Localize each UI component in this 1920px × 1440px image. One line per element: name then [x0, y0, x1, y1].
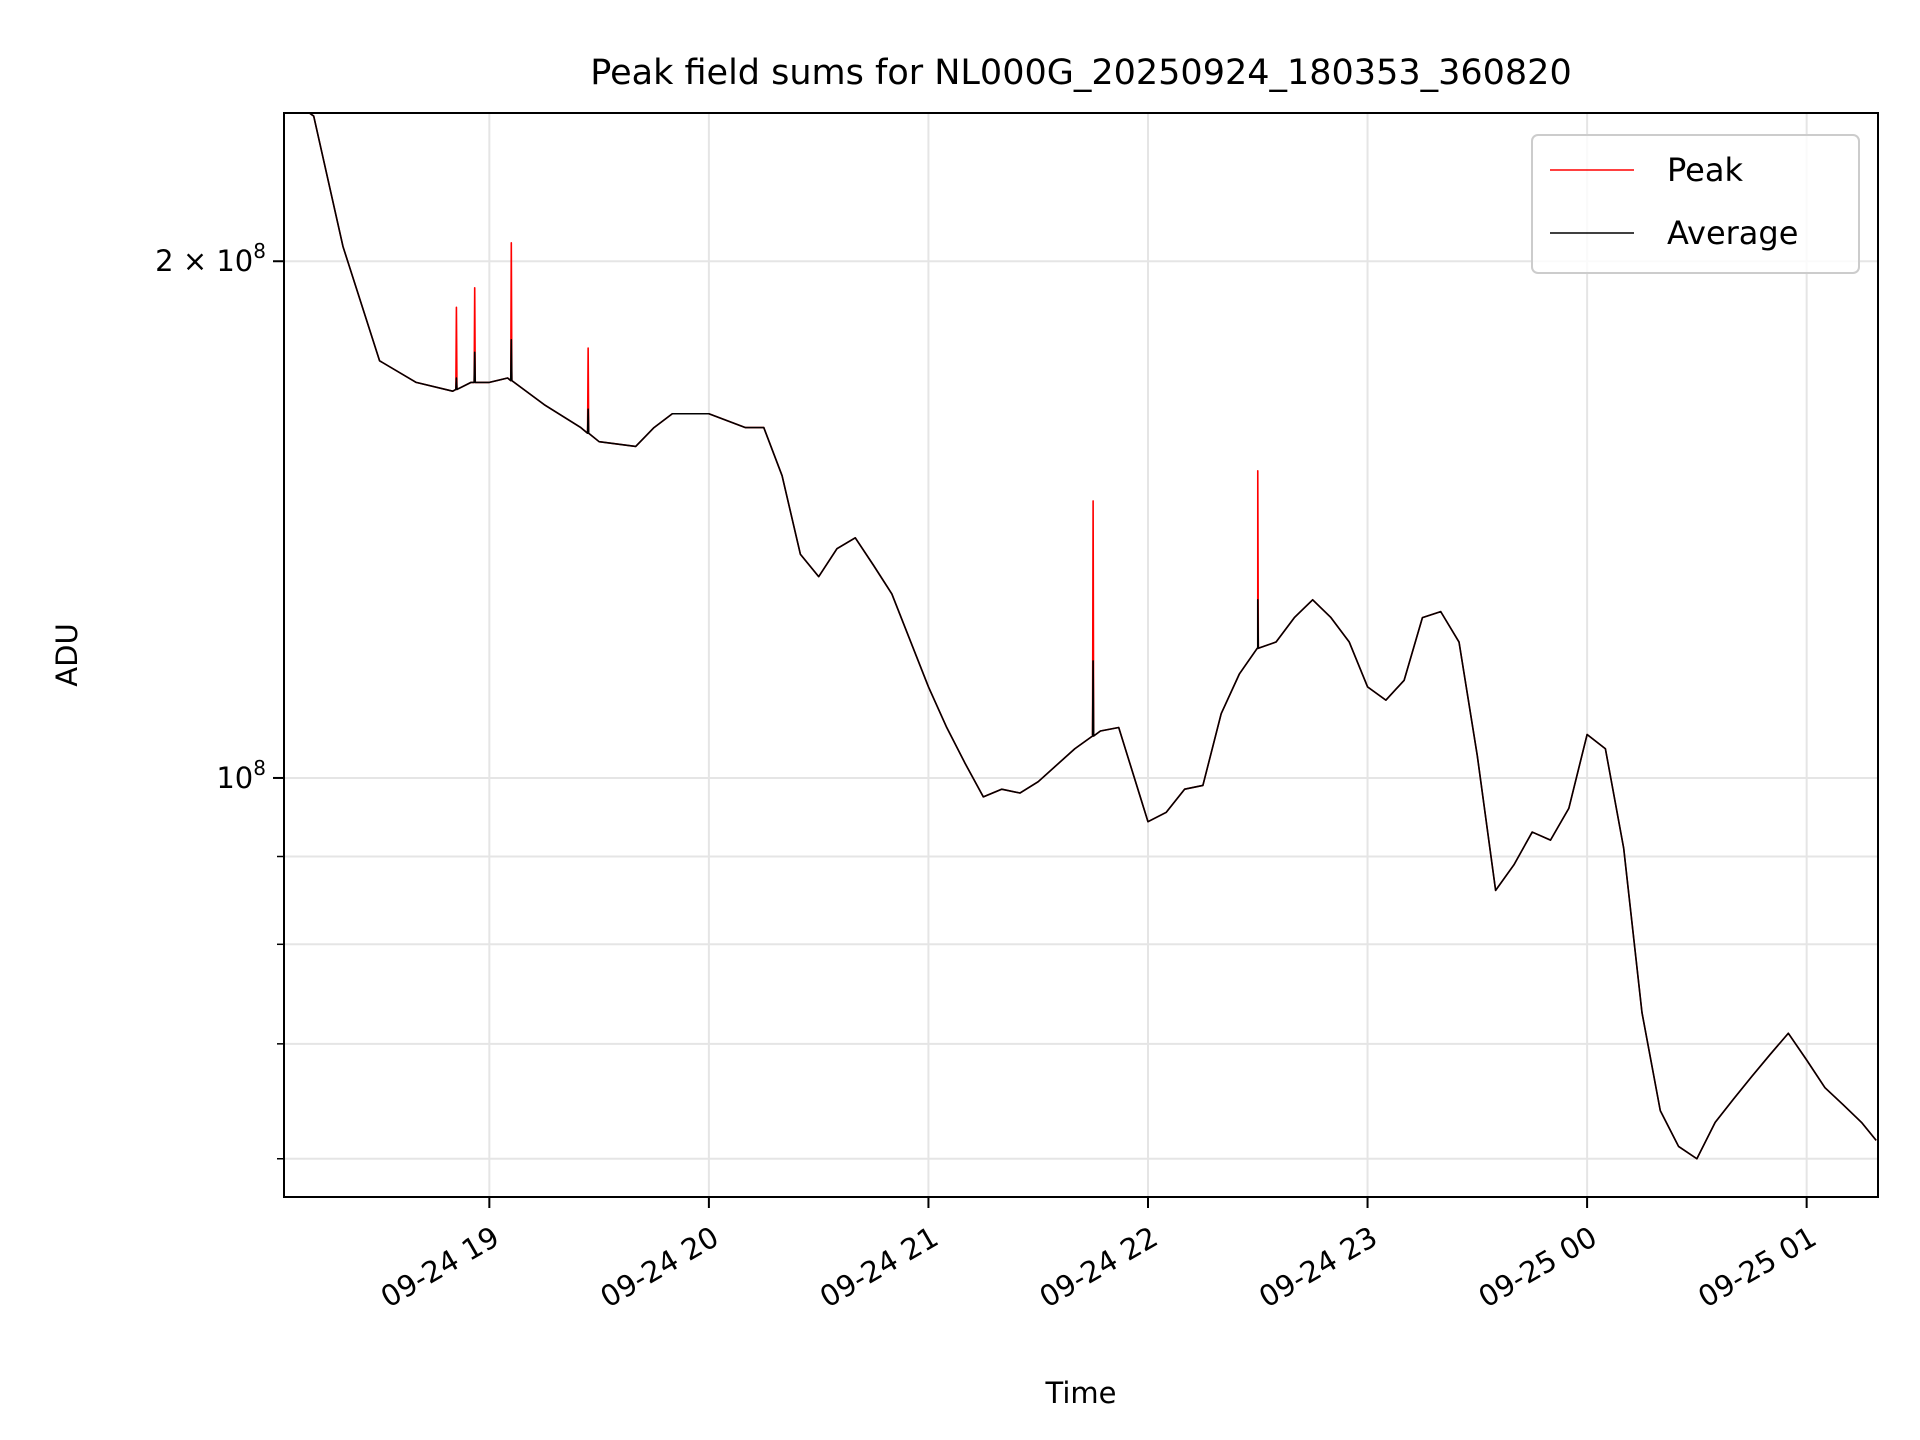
- plot-frame: [283, 112, 1879, 1198]
- y-axis-label: ADU: [50, 623, 84, 686]
- y-tick-label-exponent: 8: [253, 239, 266, 263]
- legend: Peak Average: [1531, 134, 1860, 274]
- series-line-average: [308, 113, 1877, 1160]
- y-tick-label-base: 10: [216, 761, 253, 795]
- chart-title: Peak field sums for NL000G_20250924_1803…: [590, 53, 1571, 93]
- y-tick-label-base: 2 × 10: [155, 244, 253, 278]
- y-tick-label: 108: [216, 756, 266, 795]
- y-tick-label: 2 × 108: [155, 239, 266, 278]
- y-tick-label-exponent: 8: [253, 756, 266, 780]
- x-axis-label: Time: [1045, 1376, 1117, 1410]
- series-layer: [308, 113, 1877, 1160]
- legend-label-peak: Peak: [1667, 151, 1743, 189]
- legend-label-average: Average: [1667, 214, 1798, 252]
- grid-layer: [284, 113, 1878, 1197]
